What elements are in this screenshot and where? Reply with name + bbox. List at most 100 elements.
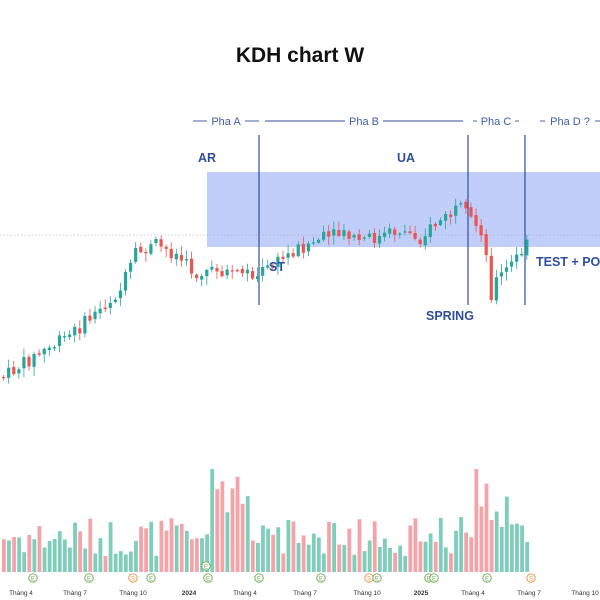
x-tick-label: 2025: [414, 590, 429, 597]
volume-bar: [311, 533, 316, 572]
volume-bar: [22, 552, 27, 572]
x-tick-label: Tháng 10: [119, 590, 147, 597]
candle-body: [2, 376, 6, 379]
x-tick-label: Tháng 4: [233, 590, 257, 597]
volume-bar: [164, 530, 169, 572]
event-marker-label: E: [432, 576, 436, 582]
event-marker-circle: [128, 573, 138, 583]
event-marker: E: [429, 573, 439, 583]
trading-range-box: [207, 172, 600, 247]
volume-bar: [266, 528, 270, 572]
volume-bar: [474, 469, 479, 572]
candle-body: [403, 231, 407, 233]
event-marker-label: E: [206, 576, 210, 582]
volume-bar: [510, 524, 514, 572]
candle-body: [62, 336, 67, 338]
candle-body: [276, 256, 280, 267]
candle-body: [154, 238, 158, 243]
candle-body: [68, 334, 72, 338]
phase-label: Pha A: [211, 116, 241, 128]
volume-bar: [403, 555, 408, 572]
volume-bar: [32, 539, 37, 572]
event-marker-circle: [372, 573, 382, 583]
volume-bar: [189, 539, 194, 572]
volume-bar: [316, 537, 321, 572]
volume-bar: [281, 553, 286, 572]
candle-body: [83, 316, 87, 334]
candle-body: [525, 239, 529, 256]
candle-body: [337, 230, 341, 236]
x-tick-label: Tháng 4: [461, 590, 485, 597]
volume-bar: [42, 547, 47, 572]
volume-bar: [398, 545, 403, 572]
volume-bar: [408, 525, 413, 572]
volume-bar: [525, 541, 530, 572]
candle-body: [256, 276, 260, 280]
candle-body: [352, 235, 356, 238]
candle-body: [200, 275, 204, 280]
volume-bar: [27, 534, 32, 572]
candle-body: [129, 262, 133, 272]
volume-bar: [240, 503, 245, 572]
volume-bar: [113, 553, 118, 572]
event-marker-circle: [84, 573, 94, 583]
candle-body: [108, 302, 112, 309]
volume-bar: [98, 538, 103, 572]
candle-body: [179, 255, 183, 261]
volume-bar: [479, 506, 484, 572]
x-tick-label: Tháng 7: [517, 590, 541, 597]
event-marker: E: [28, 573, 38, 583]
volume-bar: [484, 483, 489, 572]
candle-body: [306, 243, 310, 252]
volume-bar: [261, 525, 265, 572]
volume-bar: [327, 522, 331, 572]
volume-bar: [337, 544, 342, 572]
volume-bar: [256, 542, 260, 572]
volume-bar: [322, 553, 326, 572]
volume-bar: [342, 545, 347, 572]
volume-bar: [454, 530, 458, 572]
candle-body: [499, 272, 504, 277]
volume-bar: [73, 522, 77, 572]
volume-bar: [210, 469, 215, 572]
candle-body: [469, 207, 473, 217]
candle-body: [220, 271, 224, 277]
x-tick-label: Tháng 10: [571, 590, 599, 597]
candle-body: [169, 248, 173, 259]
volume-bar: [200, 538, 204, 572]
candle-body: [17, 369, 21, 374]
x-tick-label: Tháng 7: [293, 590, 317, 597]
candle-body: [428, 224, 432, 238]
event-marker: E: [372, 573, 382, 583]
volume-bar: [2, 539, 6, 572]
volume-bar: [149, 521, 154, 572]
event-marker: E: [146, 573, 156, 583]
volume-bar: [195, 538, 199, 572]
annotation-st: ST: [269, 260, 285, 274]
volume-bar: [154, 555, 159, 572]
candle-body: [479, 225, 483, 236]
volume-bar: [139, 526, 143, 572]
candle-body: [240, 269, 244, 274]
candle-body: [433, 223, 437, 227]
event-marker-label: E: [375, 576, 379, 582]
annotation-ua: UA: [397, 151, 415, 165]
phase-label: Pha B: [349, 116, 379, 128]
candle-body: [281, 256, 285, 259]
event-marker-circle: [526, 573, 536, 583]
candle-body: [225, 269, 229, 276]
candle-body: [327, 231, 331, 237]
volume-bar: [377, 546, 382, 572]
volume-bar: [57, 531, 62, 572]
candle-body: [291, 253, 295, 257]
event-marker-label: S: [367, 576, 371, 582]
event-marker-label: S: [131, 576, 135, 582]
candle-body: [230, 270, 234, 272]
volume-bar: [225, 512, 230, 572]
x-tick-label: Tháng 7: [63, 590, 87, 597]
volume-bar: [332, 523, 336, 572]
candle-body: [184, 259, 189, 261]
volume-bar: [88, 518, 93, 572]
volume-bar: [245, 496, 250, 572]
candle-body: [144, 252, 148, 254]
